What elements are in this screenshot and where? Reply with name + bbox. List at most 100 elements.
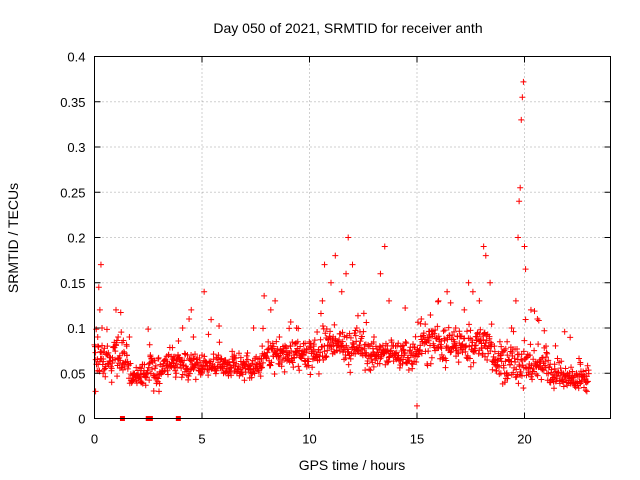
y-axis-title: SRMTID / TECUs — [5, 183, 21, 293]
data-point — [106, 353, 113, 360]
data-point — [434, 298, 441, 305]
data-point — [319, 297, 326, 304]
data-point — [445, 324, 452, 331]
data-point — [317, 349, 324, 356]
data-point — [432, 326, 439, 333]
data-point — [518, 372, 525, 379]
data-point — [386, 353, 393, 360]
data-point — [527, 341, 534, 348]
data-point — [448, 348, 455, 355]
data-point — [552, 342, 559, 349]
data-point — [425, 337, 432, 344]
data-point — [514, 371, 521, 378]
data-point — [260, 359, 267, 366]
data-point — [334, 347, 341, 354]
data-point — [400, 346, 407, 353]
x-axis-title: GPS time / hours — [299, 457, 406, 473]
y-tick-label: 0.1 — [67, 321, 85, 336]
y-tick-labels: 0 0.05 0.1 0.15 0.2 0.25 0.3 0.35 0.4 — [60, 50, 85, 427]
data-point — [526, 352, 533, 359]
x-tick-label: 15 — [410, 432, 424, 447]
data-point — [469, 339, 476, 346]
data-point — [315, 370, 322, 377]
data-point — [520, 385, 527, 392]
data-point — [431, 330, 438, 337]
data-point — [186, 370, 193, 377]
data-point — [366, 366, 373, 373]
y-tick-label: 0.15 — [60, 276, 85, 291]
data-point — [523, 372, 530, 379]
data-point — [345, 234, 352, 241]
data-point — [515, 234, 522, 241]
data-point — [133, 380, 140, 387]
data-point — [444, 288, 451, 295]
data-point — [538, 376, 545, 383]
data-point — [531, 347, 538, 354]
data-point — [495, 363, 502, 370]
data-point — [319, 323, 326, 330]
data-point — [114, 373, 121, 380]
y-tick-label: 0.05 — [60, 366, 85, 381]
data-point — [443, 357, 450, 364]
data-point — [97, 261, 104, 268]
data-point — [267, 306, 274, 313]
data-point — [155, 375, 162, 382]
data-point — [542, 354, 549, 361]
data-point — [323, 326, 330, 333]
data-point — [530, 356, 537, 363]
data-point — [406, 357, 413, 364]
data-point — [331, 321, 338, 328]
data-point — [121, 363, 128, 370]
data-point — [323, 353, 330, 360]
data-point — [235, 350, 242, 357]
data-point — [466, 343, 473, 350]
data-point — [102, 373, 109, 380]
data-point — [487, 279, 494, 286]
data-point — [201, 353, 208, 360]
data-point — [149, 366, 156, 373]
data-point — [113, 337, 120, 344]
data-point — [293, 351, 300, 358]
data-point — [583, 379, 590, 386]
data-point — [174, 364, 181, 371]
data-point — [196, 354, 203, 361]
data-point — [324, 347, 331, 354]
data-point — [501, 379, 508, 386]
data-point — [477, 337, 484, 344]
data-point — [112, 348, 119, 355]
data-point — [466, 355, 473, 362]
data-point — [159, 363, 166, 370]
data-point — [535, 341, 542, 348]
y-tick-label: 0.35 — [60, 95, 85, 110]
data-point — [427, 360, 434, 367]
data-point — [310, 341, 317, 348]
data-point — [258, 356, 265, 363]
data-point — [498, 352, 505, 359]
data-point — [554, 355, 561, 362]
data-point — [336, 348, 343, 355]
data-point — [208, 316, 215, 323]
data-point — [529, 376, 536, 383]
data-point — [507, 361, 514, 368]
data-point — [522, 355, 529, 362]
data-point — [363, 349, 370, 356]
data-point — [522, 316, 529, 323]
data-point — [305, 358, 312, 365]
data-point — [190, 366, 197, 373]
data-point — [343, 342, 350, 349]
data-point — [327, 328, 334, 335]
data-point — [117, 309, 124, 316]
data-point — [561, 328, 568, 335]
x-tick-label: 0 — [91, 432, 98, 447]
data-point — [424, 334, 431, 341]
data-point — [558, 358, 565, 365]
data-point — [482, 353, 489, 360]
data-point — [345, 361, 352, 368]
data-point — [541, 344, 548, 351]
data-point — [491, 361, 498, 368]
data-point — [370, 363, 377, 370]
data-point — [584, 378, 591, 385]
data-point — [156, 388, 162, 395]
data-point — [347, 334, 354, 341]
x-tick-label: 5 — [198, 432, 205, 447]
